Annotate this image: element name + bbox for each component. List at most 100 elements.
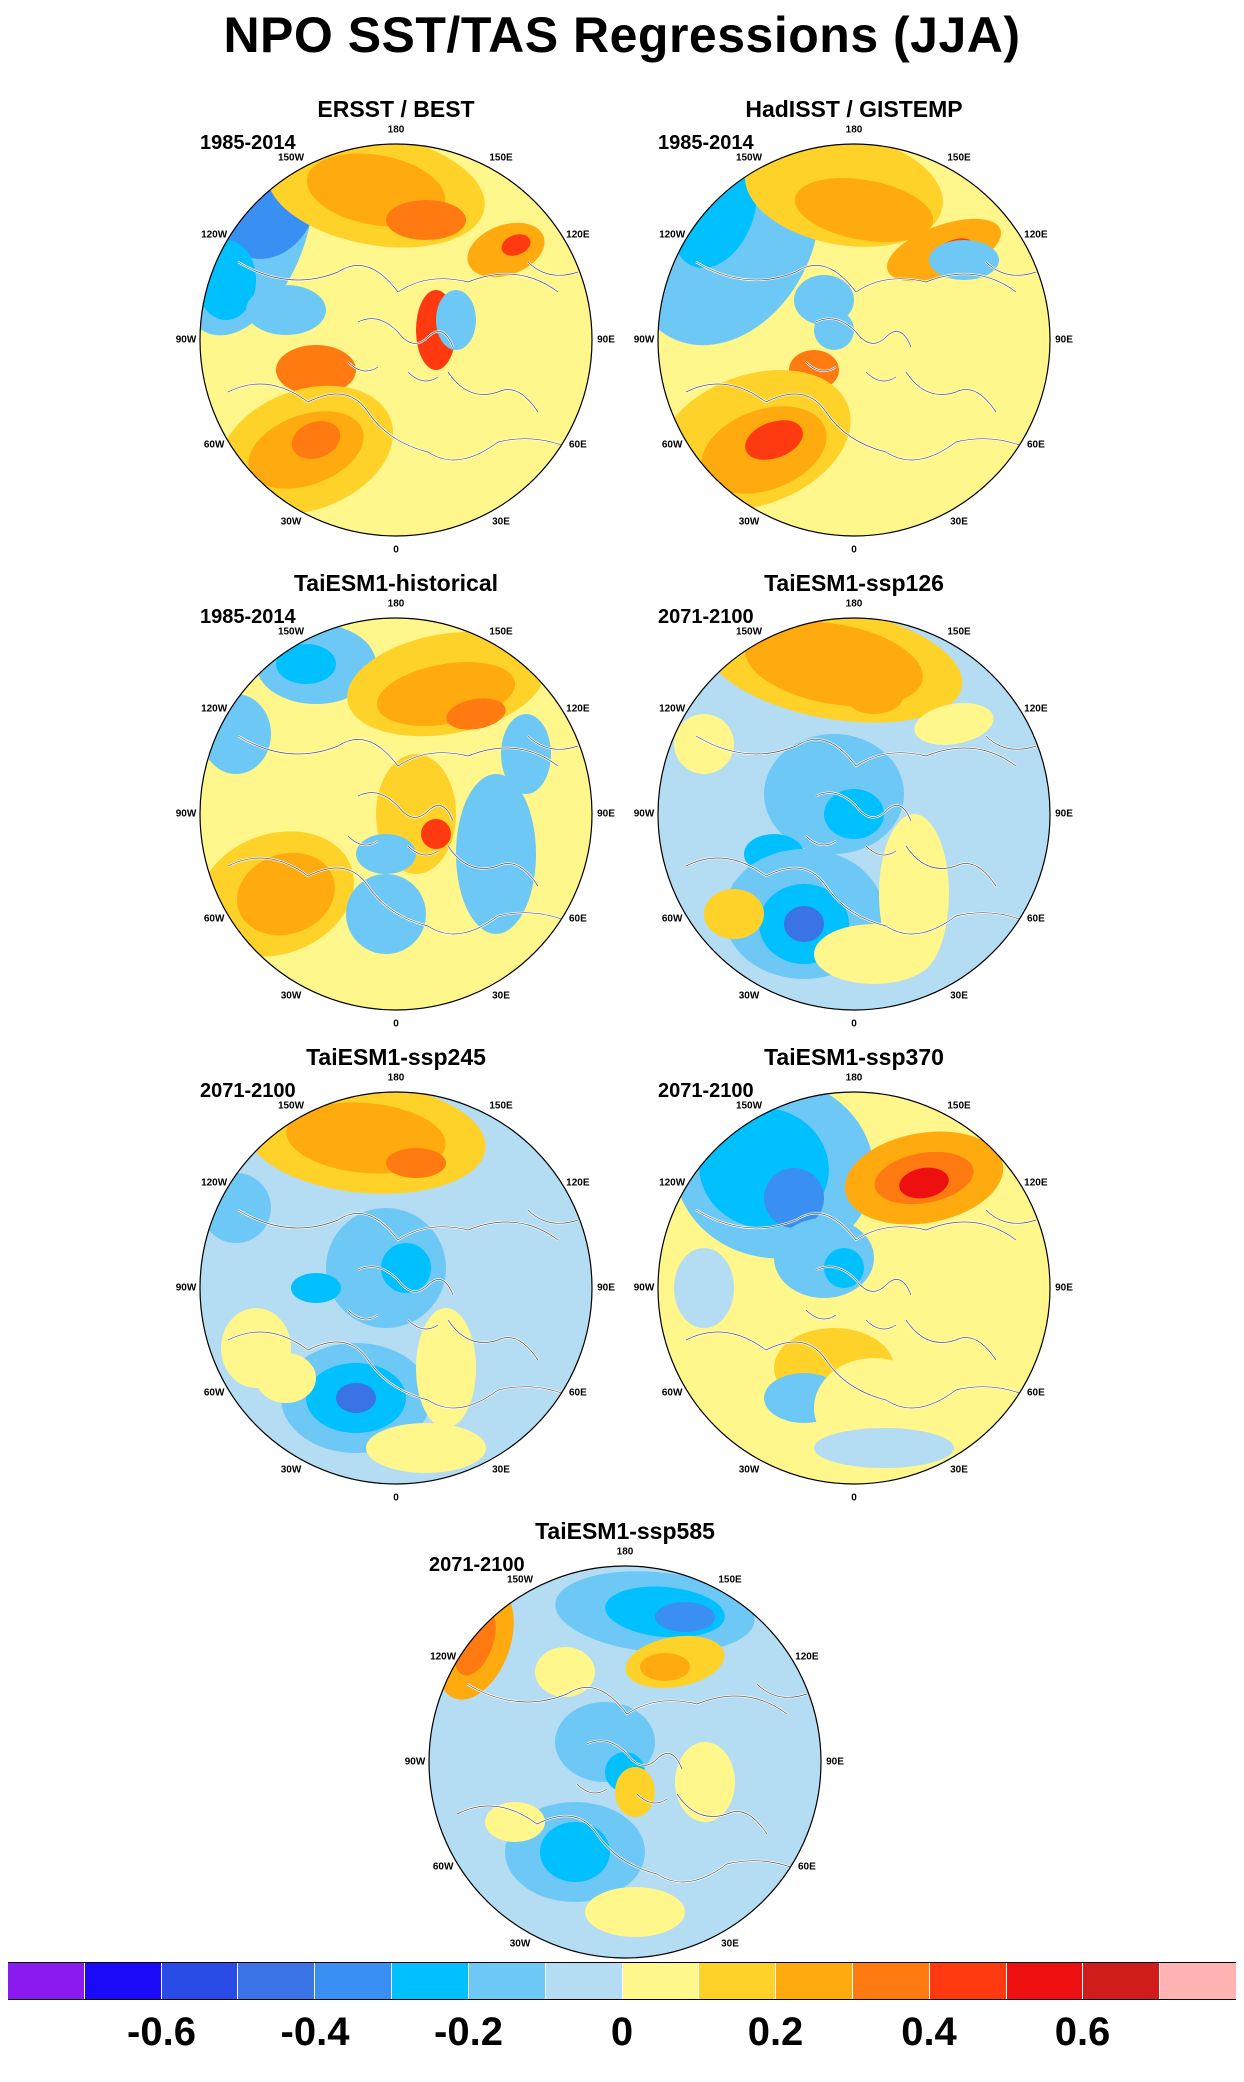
longitude-label: 60W (203, 439, 225, 451)
colorbar-swatch (699, 1963, 777, 1999)
regression-contour (535, 1647, 595, 1697)
longitude-label: 150W (277, 152, 305, 164)
regression-contour (276, 345, 356, 395)
coastline-outline (905, 845, 997, 887)
colorbar-swatch (1006, 1963, 1084, 1999)
longitude-label: 90W (175, 808, 197, 820)
longitude-label: 0 (393, 1492, 399, 1504)
coastline-outline (805, 361, 897, 382)
panel-period: 1985-2014 (200, 606, 296, 628)
map-panel: TaiESM1-ssp126 2071-2100 180 150E 120E 90E 60E… (618, 570, 1078, 1040)
colorbar-swatch (84, 1963, 162, 1999)
longitude-label: 150W (506, 1574, 534, 1586)
coastline-outline (237, 1209, 559, 1241)
colorbar-swatch (161, 1963, 239, 1999)
coastline-outline (527, 735, 579, 750)
regression-contour (899, 1167, 949, 1199)
colorbar-swatch (238, 1963, 316, 1999)
colorbar-tick-label: 0.6 (1054, 2010, 1111, 2054)
coastline-outline (815, 1266, 912, 1296)
coastline-outline (347, 1309, 439, 1330)
polar-map (199, 143, 593, 537)
panel-period: 1985-2014 (200, 132, 296, 154)
longitude-label: 180 (845, 124, 863, 136)
coastline-outline (447, 1319, 539, 1361)
panel-period: 2071-2100 (429, 1554, 525, 1576)
regression-contour (814, 310, 854, 350)
coastline-outline (227, 383, 579, 461)
coastline-outline (586, 1740, 683, 1770)
coastline-outline (676, 1793, 768, 1835)
regression-contour (844, 674, 904, 714)
map-boundary (199, 143, 593, 537)
regression-contour (256, 1353, 316, 1403)
regression-contour (386, 1148, 446, 1178)
longitude-label: 120W (659, 229, 686, 241)
longitude-label: 180 (616, 1546, 634, 1558)
regression-contour (814, 924, 934, 984)
longitude-label: 0 (851, 1018, 857, 1030)
longitude-label: 60E (1026, 1387, 1045, 1399)
regression-contour (291, 1273, 341, 1303)
coastline-outline (695, 261, 1017, 293)
longitude-label: 30W (280, 516, 302, 528)
longitude-label: 90W (404, 1756, 426, 1768)
figure-title: NPO SST/TAS Regressions (JJA) (223, 7, 1021, 63)
longitude-label: 30E (950, 516, 968, 528)
coastline-outline (357, 792, 454, 822)
colorbar-swatch (468, 1963, 546, 1999)
longitude-label: 90E (1055, 1282, 1073, 1294)
longitude-label: 120E (1024, 1177, 1048, 1189)
regression-contour (501, 234, 531, 256)
regression-contour (914, 703, 994, 745)
regression-contour (964, 1248, 1024, 1368)
longitude-label: 150W (735, 626, 763, 638)
longitude-label: 150E (947, 152, 971, 164)
coastline-outline (695, 735, 1017, 767)
regression-contour (501, 714, 551, 794)
longitude-label: 150W (277, 626, 305, 638)
regression-contour (456, 774, 536, 934)
coastline-outline (227, 1331, 579, 1409)
longitude-label: 120W (201, 229, 228, 241)
coastline-outline (985, 735, 1037, 750)
coastline-outline (815, 792, 912, 822)
colorbar-tick-label: -0.6 (127, 2010, 196, 2054)
colorbar-swatch (8, 1963, 85, 1999)
map-panel: TaiESM1-ssp585 2071-2100 180 150E 120E 90E 60E… (389, 1518, 849, 1988)
longitude-label: 180 (387, 124, 405, 136)
regression-contour (336, 1383, 376, 1413)
longitude-label: 30W (509, 1938, 531, 1950)
longitude-label: 60W (661, 1387, 683, 1399)
regression-contour (585, 1887, 685, 1937)
longitude-label: 90W (175, 1282, 197, 1294)
colorbar-swatch (545, 1963, 623, 1999)
longitude-label: 0 (393, 544, 399, 556)
regression-contour (929, 240, 999, 280)
longitude-label: 60E (568, 1387, 587, 1399)
longitude-label: 30E (950, 990, 968, 1002)
regression-contour (346, 874, 426, 954)
longitude-label: 90E (597, 808, 615, 820)
longitude-label: 120E (566, 1177, 590, 1189)
longitude-label: 90W (633, 334, 655, 346)
regression-contour (814, 1428, 954, 1468)
longitude-label: 150E (947, 626, 971, 638)
longitude-label: 90E (597, 1282, 615, 1294)
longitude-label: 60E (797, 1861, 816, 1873)
colorbar-tick-label: 0.4 (901, 2010, 957, 2054)
longitude-label: 90E (1055, 334, 1073, 346)
longitude-label: 150W (735, 152, 763, 164)
coastline-outline (227, 857, 579, 935)
coastline-outline (447, 845, 539, 887)
regression-contour (824, 789, 884, 839)
panel-period: 2071-2100 (200, 1080, 296, 1102)
longitude-label: 120W (201, 1177, 228, 1189)
panel-period: 2071-2100 (658, 606, 754, 628)
coastline-outline (695, 1209, 1017, 1241)
panel-period: 1985-2014 (658, 132, 754, 154)
panel-title: TaiESM1-ssp245 (306, 1044, 486, 1070)
coastline-outline (527, 261, 579, 276)
regression-contour (276, 644, 336, 684)
longitude-label: 90E (1055, 808, 1073, 820)
